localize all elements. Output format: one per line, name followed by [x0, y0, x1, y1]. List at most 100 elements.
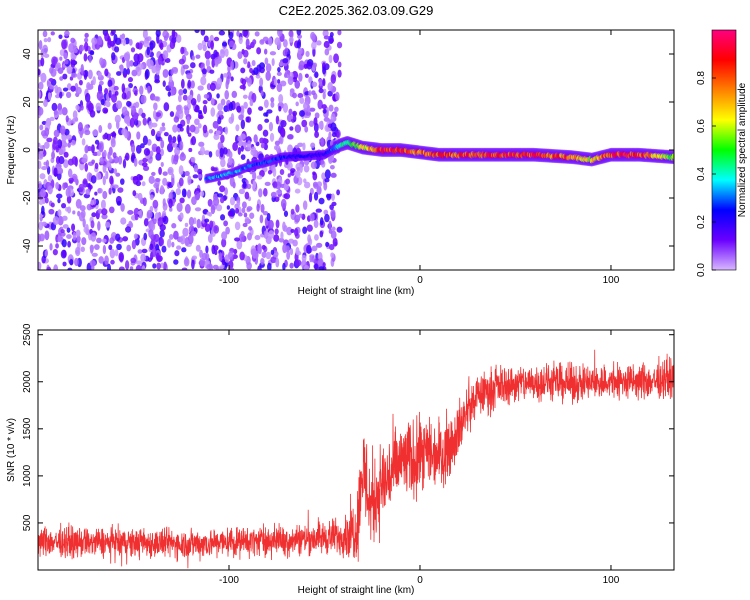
- spectrogram-cell: [267, 262, 272, 270]
- colorbar-label: Normalized spectral amplitude: [737, 82, 748, 217]
- spectrogram-cell: [228, 31, 234, 39]
- spectrogram-cell: [72, 210, 76, 215]
- spectrogram-cell: [60, 144, 66, 155]
- spectrogram-cell: [218, 252, 223, 262]
- spectrogram-cell: [149, 42, 154, 51]
- spectrogram-cell: [259, 77, 264, 87]
- spectrogram-cell: [94, 162, 99, 170]
- spectrogram-cell: [59, 56, 63, 61]
- spectrogram-cell: [176, 245, 182, 250]
- spectrogram-cell: [209, 220, 214, 228]
- spectrogram-cell: [151, 122, 158, 128]
- spectrogram-cell: [242, 181, 247, 189]
- spectrogram-cell: [213, 36, 220, 42]
- spectrogram-cell: [330, 113, 336, 123]
- spectrogram-cell: [305, 111, 311, 116]
- spectrogram-cell: [91, 264, 95, 270]
- spectrogram-cell: [163, 261, 167, 270]
- spectrogram-cell: [80, 246, 86, 252]
- spectrogram-cell: [270, 256, 277, 264]
- spectrogram-cell: [275, 189, 282, 195]
- spectrogram-cell: [102, 175, 106, 186]
- spectrogram-cell: [67, 240, 71, 248]
- spectrogram-cell: [175, 188, 181, 196]
- spectrogram-cell: [85, 188, 91, 196]
- spectrogram-cell: [137, 249, 143, 254]
- spectrogram-cell: [141, 112, 146, 119]
- spectrogram-cell: [40, 72, 47, 83]
- spectrogram-cell: [236, 30, 240, 37]
- spectrogram-cell: [247, 61, 251, 69]
- spectrogram-cell: [62, 249, 67, 258]
- spectrogram-cell: [224, 126, 229, 135]
- spectrogram-cell: [162, 171, 168, 176]
- spectrogram-cell: [165, 32, 170, 39]
- spectrogram-cell: [61, 107, 68, 116]
- spectrogram-cell: [57, 235, 61, 243]
- spectrogram-cell: [56, 62, 61, 69]
- spectrogram-cell: [237, 146, 242, 155]
- spectrogram-cell: [102, 190, 108, 200]
- spectrogram-cell: [287, 145, 292, 153]
- spectrogram-cell: [324, 213, 330, 223]
- spectrogram-cell: [206, 83, 212, 91]
- spectrogram-cell: [143, 148, 151, 156]
- spectrogram-cell: [134, 101, 140, 108]
- spectrogram-cell: [182, 94, 188, 101]
- spectrogram-cell: [105, 101, 111, 108]
- spectrogram-cell: [227, 210, 233, 217]
- x-tick-label: 0: [417, 575, 423, 586]
- spectrogram-cell: [92, 129, 99, 136]
- spectrogram-cell: [278, 105, 282, 112]
- spectrogram-cell: [124, 260, 130, 270]
- spectrogram-cell: [153, 182, 160, 189]
- spectrogram-cell: [38, 89, 41, 99]
- spectrogram-cell: [160, 238, 165, 246]
- spectrogram-cell: [252, 39, 257, 45]
- spectrogram-cell: [312, 172, 318, 181]
- spectrogram-cell: [256, 175, 263, 180]
- spectrogram-cell: [160, 185, 165, 195]
- spectrogram-cell: [67, 267, 73, 270]
- spectrogram-cell: [277, 66, 281, 73]
- spectrogram-cell: [42, 30, 48, 38]
- spectrogram-cell: [169, 207, 173, 212]
- spectrogram-cell: [306, 244, 312, 254]
- spectrogram-cell: [318, 266, 325, 270]
- spectrogram-cell: [81, 237, 87, 246]
- spectrogram-cell: [294, 124, 302, 134]
- spectrogram-cell: [168, 198, 173, 209]
- spectrogram-cell: [283, 210, 289, 217]
- spectrogram-cell: [260, 203, 265, 213]
- spectrogram-cell: [319, 217, 324, 226]
- spectrogram-cell: [84, 129, 91, 136]
- spectrogram-cell: [92, 151, 99, 156]
- spectrogram-cell: [211, 167, 218, 172]
- spectrogram-cell: [107, 38, 112, 49]
- spectrogram-cell: [72, 110, 78, 120]
- spectrogram-cell: [308, 192, 313, 203]
- spectrogram-cell: [55, 181, 60, 190]
- spectrogram-cell: [38, 221, 44, 231]
- spectrogram-cell: [278, 93, 284, 104]
- spectrogram-cell: [108, 206, 115, 214]
- x-tick-label: -100: [219, 275, 239, 286]
- spectrogram-cell: [324, 177, 330, 183]
- colorbar-tick-label: 0.2: [696, 215, 707, 229]
- spectrogram-cell: [154, 72, 160, 83]
- spectrogram-cell: [142, 197, 147, 207]
- spectrogram-cell: [113, 85, 119, 91]
- spectrogram-cell: [41, 166, 48, 171]
- spectrogram-cell: [322, 66, 327, 75]
- spectrogram-cell: [222, 41, 228, 47]
- spectrogram-cell: [91, 212, 97, 218]
- spectrogram-cell: [322, 78, 326, 87]
- spectrogram-cell: [78, 183, 84, 193]
- spectrogram-cell: [191, 55, 195, 61]
- spectrogram-cell: [99, 80, 104, 86]
- snr-panel: -100 0 100 500 1000 1500 2000 2500 Height of s…: [6, 323, 675, 596]
- spectrogram-cell: [244, 191, 250, 200]
- spectrogram-cell: [177, 214, 181, 221]
- spectrogram-cell: [143, 218, 149, 227]
- spectrogram-cell: [155, 112, 162, 117]
